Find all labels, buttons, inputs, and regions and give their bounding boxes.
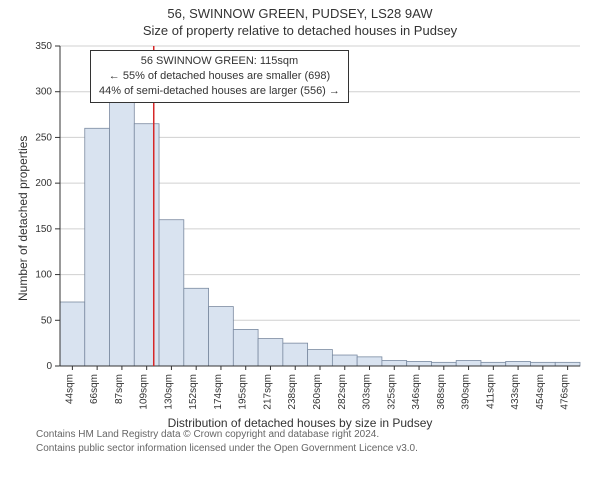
svg-text:250: 250	[35, 132, 52, 143]
svg-text:238sqm: 238sqm	[287, 374, 298, 410]
annotation-line-3: 44% of semi-detached houses are larger (…	[99, 84, 340, 99]
svg-text:66sqm: 66sqm	[89, 374, 100, 404]
svg-text:87sqm: 87sqm	[114, 374, 125, 404]
svg-text:300: 300	[35, 87, 52, 98]
svg-text:476sqm: 476sqm	[560, 374, 571, 410]
svg-text:411sqm: 411sqm	[485, 374, 496, 409]
svg-text:303sqm: 303sqm	[362, 374, 373, 410]
svg-text:350: 350	[35, 41, 52, 52]
svg-text:325sqm: 325sqm	[386, 374, 397, 410]
svg-text:368sqm: 368sqm	[436, 374, 447, 410]
annotation-box: 56 SWINNOW GREEN: 115sqm ← 55% of detach…	[90, 50, 349, 103]
svg-text:260sqm: 260sqm	[312, 374, 323, 410]
title-address: 56, SWINNOW GREEN, PUDSEY, LS28 9AW	[0, 6, 600, 21]
chart-area: Number of detached properties 0 50 100 150 2…	[0, 38, 600, 422]
svg-text:109sqm: 109sqm	[139, 374, 150, 410]
svg-text:44sqm: 44sqm	[64, 374, 75, 404]
svg-text:50: 50	[41, 315, 53, 326]
annotation-line-2: ← 55% of detached houses are smaller (69…	[99, 69, 340, 84]
footer-line-1: Contains HM Land Registry data © Crown c…	[36, 428, 600, 442]
svg-text:152sqm: 152sqm	[188, 374, 199, 410]
svg-text:0: 0	[46, 361, 52, 372]
svg-text:150: 150	[35, 224, 52, 235]
footer-line-2: Contains public sector information licen…	[36, 442, 600, 456]
annotation-line-1: 56 SWINNOW GREEN: 115sqm	[99, 54, 340, 69]
svg-text:433sqm: 433sqm	[510, 374, 521, 410]
svg-text:454sqm: 454sqm	[535, 374, 546, 410]
svg-text:390sqm: 390sqm	[461, 374, 472, 410]
svg-text:346sqm: 346sqm	[411, 374, 422, 410]
chart-titles: 56, SWINNOW GREEN, PUDSEY, LS28 9AW Size…	[0, 0, 600, 38]
svg-text:282sqm: 282sqm	[337, 374, 348, 410]
x-axis-label: Distribution of detached houses by size …	[0, 416, 600, 430]
svg-text:195sqm: 195sqm	[238, 374, 249, 410]
svg-text:174sqm: 174sqm	[213, 374, 224, 410]
svg-text:217sqm: 217sqm	[262, 374, 273, 410]
svg-text:200: 200	[35, 178, 52, 189]
title-subtitle: Size of property relative to detached ho…	[0, 23, 600, 38]
svg-text:100: 100	[35, 270, 52, 281]
y-axis-label: Number of detached properties	[16, 136, 30, 301]
svg-text:130sqm: 130sqm	[163, 374, 174, 410]
